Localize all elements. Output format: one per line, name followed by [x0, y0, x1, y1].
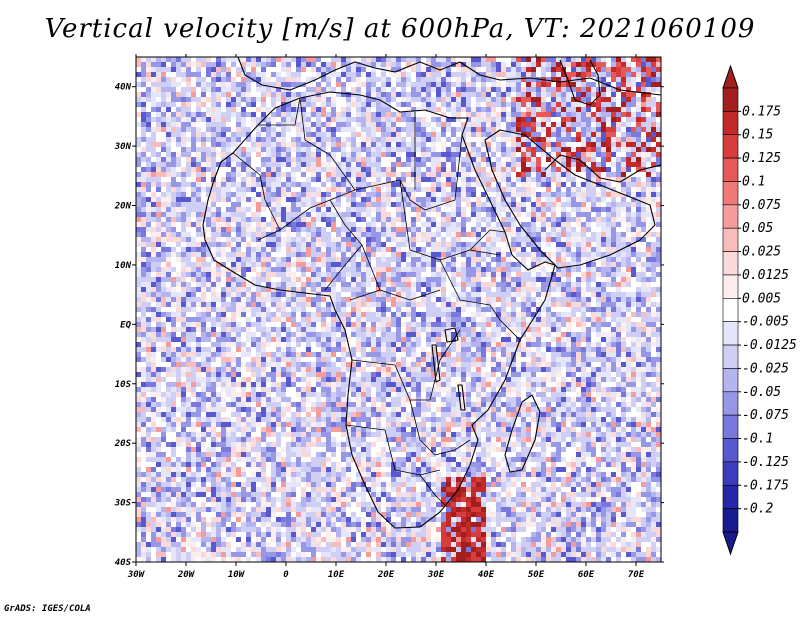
- colorbar-label: 0.175: [742, 104, 781, 119]
- plot-frame: [135, 56, 662, 563]
- colorbar-label: 0.075: [742, 198, 781, 213]
- colorbar-segment: [722, 414, 739, 439]
- madagascar-coastline: [504, 394, 541, 473]
- colorbar-segment: [722, 461, 739, 486]
- x-tick-label: 20W: [177, 570, 196, 580]
- x-tick-label: 70E: [628, 570, 645, 580]
- x-tick-label: 20E: [377, 570, 395, 580]
- y-tick-label: 40N: [115, 83, 132, 93]
- x-tick-label: 10E: [328, 570, 345, 580]
- colorbar-segment: [722, 508, 739, 533]
- arabia-coastline: [484, 129, 656, 269]
- colorbar-label: 0.15: [742, 128, 773, 143]
- x-tick-label: 40E: [478, 570, 495, 580]
- colorbar-label: -0.175: [742, 478, 789, 493]
- colorbar-top-arrow: [722, 64, 739, 89]
- colorbar-bottom-arrow: [722, 531, 739, 556]
- axis-ticks: 30W 20W 10W 0 10E 20E 30E 40E 50E 60E 70E 40N 30N 20N…: [114, 54, 664, 580]
- y-tick-label: 20N: [114, 202, 132, 212]
- x-tick-label: 60E: [578, 570, 595, 580]
- colorbar-segment: [722, 251, 739, 276]
- europe-coastline: [237, 57, 661, 96]
- colorbar-label: 0.005: [742, 291, 781, 306]
- y-tick-label: 40S: [115, 558, 132, 568]
- x-tick-label: 30E: [427, 570, 445, 580]
- x-tick-label: 10W: [228, 570, 246, 580]
- colorbar-segment: [722, 438, 739, 463]
- velocity-field: [136, 57, 661, 562]
- colorbar-label: 0.0125: [742, 268, 789, 283]
- grads-credit: GrADS: IGES/COLA: [4, 604, 91, 614]
- colorbar-segment: [722, 134, 739, 159]
- x-tick-label: 30W: [127, 570, 146, 580]
- persian-coast: [544, 154, 661, 183]
- colorbar-segment: [722, 321, 739, 346]
- colorbar-label: -0.05: [742, 385, 781, 400]
- colorbar-label: -0.1: [742, 432, 773, 447]
- lake-victoria: [444, 327, 459, 343]
- map-title: Vertical velocity [m/s] at 600hPa, VT: 2…: [44, 14, 756, 44]
- y-tick-label: 30N: [114, 142, 132, 152]
- y-tick-label: 10N: [115, 261, 132, 271]
- colorbar-label: 0.05: [742, 221, 773, 236]
- colorbar-segment: [722, 484, 739, 509]
- colorbar-segment: [722, 157, 739, 182]
- country-borders: [232, 97, 521, 506]
- lake-malawi: [457, 384, 466, 411]
- colorbar-label: 0.025: [742, 245, 781, 260]
- colorbar-segment: [722, 87, 739, 112]
- y-tick-label: 10S: [115, 380, 132, 390]
- colorbar-segment: [722, 368, 739, 393]
- colorbar-segment: [722, 274, 739, 299]
- colorbar-label: 0.125: [742, 151, 781, 166]
- x-tick-label: 0: [283, 570, 289, 580]
- colorbar-label: -0.005: [742, 315, 789, 330]
- colorbar-label: -0.075: [742, 408, 789, 423]
- colorbar-segment: [722, 227, 739, 252]
- caspian-coast: [559, 59, 601, 106]
- colorbar-label: 0.1: [742, 174, 765, 189]
- y-tick-label: 30S: [114, 499, 132, 509]
- y-tick-label: EQ: [120, 320, 131, 330]
- colorbar-segment: [722, 204, 739, 229]
- colorbar-segment: [722, 298, 739, 322]
- x-tick-label: 50E: [528, 570, 545, 580]
- colorbar-label: -0.025: [742, 361, 789, 376]
- colorbar-segment: [722, 391, 739, 416]
- colorbar-label: -0.0125: [742, 338, 797, 353]
- colorbar-label: -0.2: [742, 502, 773, 517]
- colorbar: 0.175 0.15 0.125 0.1 0.075 0.05 0.025 0.0125 0.0…: [722, 64, 797, 556]
- africa-coastline: [202, 91, 556, 529]
- lake-tanganyika: [431, 344, 441, 383]
- colorbar-segment: [722, 181, 739, 206]
- colorbar-label: -0.125: [742, 455, 789, 470]
- y-tick-label: 20S: [114, 439, 132, 449]
- coastlines-and-borders: [202, 57, 661, 529]
- colorbar-segment: [722, 111, 739, 136]
- colorbar-segment: [722, 344, 739, 369]
